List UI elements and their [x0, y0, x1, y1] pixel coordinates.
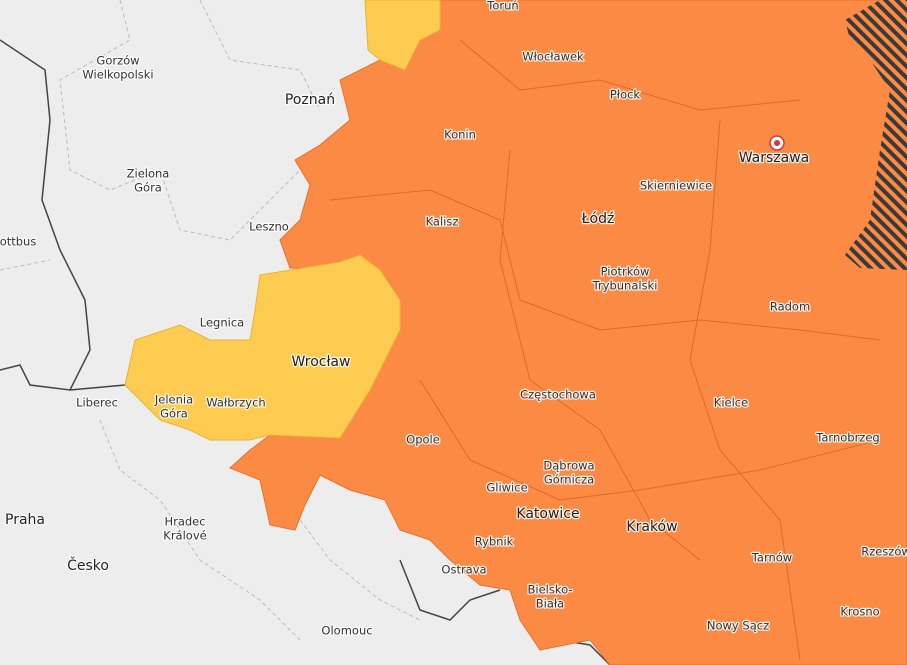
- place-label: Tarnobrzeg: [815, 431, 879, 445]
- place-label: Skierniewice: [640, 179, 712, 193]
- admin-borders: [0, 0, 421, 641]
- place-label: Piotrków: [601, 265, 650, 279]
- place-label: Góra: [134, 181, 162, 195]
- place-label: Dąbrowa: [543, 459, 594, 473]
- place-label: Hradec: [164, 515, 205, 529]
- place-label: ottbus: [0, 235, 36, 249]
- place-label: Rzeszów: [861, 545, 907, 559]
- place-label: Płock: [610, 88, 641, 102]
- yellow-warning-area: [364, 0, 441, 71]
- place-label: Radom: [770, 300, 810, 314]
- place-label: Katowice: [516, 506, 579, 522]
- place-label: Králové: [163, 529, 206, 543]
- yellow-warning-area: [124, 254, 401, 441]
- place-label: Gorzów: [96, 54, 139, 68]
- place-label: Konin: [444, 128, 476, 142]
- place-label: Ostrava: [441, 563, 486, 577]
- place-label: Olomouc: [321, 624, 372, 638]
- place-label: Trybunalski: [592, 279, 658, 293]
- place-label: Zielona: [127, 167, 170, 181]
- place-label: Rybnik: [475, 535, 514, 549]
- place-label: Biała: [536, 597, 564, 611]
- place-label: Kalisz: [426, 215, 459, 229]
- place-label: Toruń: [486, 0, 518, 13]
- place-label: Wielkopolski: [82, 68, 153, 82]
- place-label: Wrocław: [292, 354, 351, 370]
- place-label: Liberec: [76, 396, 118, 410]
- place-label: Warszawa: [739, 150, 810, 166]
- place-label: Nowy Sącz: [707, 619, 769, 633]
- place-label: Gliwice: [486, 481, 527, 495]
- place-label: Górnicza: [544, 473, 594, 487]
- orange-warning-area: [229, 0, 907, 665]
- place-label: Łódź: [581, 211, 615, 227]
- place-label: Bielsko-: [528, 583, 573, 597]
- place-label: Włocławek: [522, 50, 584, 64]
- place-label: Leszno: [249, 220, 289, 234]
- capital-marker-dot: [774, 140, 780, 146]
- place-label: Česko: [67, 556, 109, 574]
- red-warning-area: [845, 0, 907, 270]
- place-label: Poznań: [285, 92, 335, 108]
- place-label: Kielce: [714, 396, 748, 410]
- county-borders: [329, 39, 881, 661]
- place-label: Kraków: [626, 519, 677, 535]
- place-label: Jelenia: [154, 393, 193, 407]
- place-label: Tarnów: [751, 551, 792, 565]
- place-label: Praha: [5, 512, 45, 528]
- place-label: Góra: [160, 407, 188, 421]
- place-label: Opole: [406, 433, 440, 447]
- place-label: Krosno: [840, 605, 879, 619]
- place-label: Legnica: [200, 316, 244, 330]
- place-label: Wałbrzych: [206, 396, 265, 410]
- place-label: Częstochowa: [520, 388, 596, 402]
